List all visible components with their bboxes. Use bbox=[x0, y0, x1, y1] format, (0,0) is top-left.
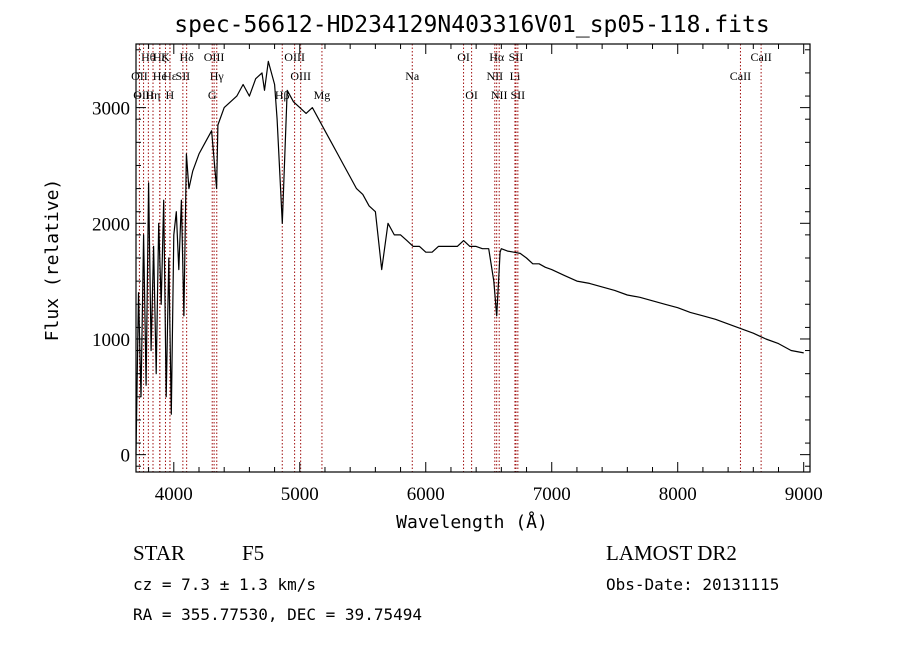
line-marker-label: Hβ bbox=[275, 88, 290, 102]
line-marker-label: SII bbox=[511, 88, 526, 102]
line-marker-label: Na bbox=[405, 69, 420, 83]
line-marker-label: Mg bbox=[314, 88, 331, 102]
y-tick-label: 1000 bbox=[92, 330, 130, 351]
line-marker-label: Hη bbox=[146, 88, 161, 102]
line-marker-label: OIII bbox=[284, 50, 305, 64]
line-marker-label: CaII bbox=[730, 69, 751, 83]
spectrum-line-0 bbox=[135, 60, 804, 455]
line-marker-label: SII bbox=[509, 50, 524, 64]
line-marker-label: OIII bbox=[290, 69, 311, 83]
plot-frame bbox=[135, 43, 811, 473]
line-marker-label: CaII bbox=[750, 50, 771, 64]
spectrum-series bbox=[135, 60, 804, 455]
obs-date-label: Obs-Date: 20131115 bbox=[606, 575, 779, 594]
y-tick-label: 3000 bbox=[92, 99, 130, 120]
line-marker-label: He bbox=[153, 69, 167, 83]
line-marker-label: SII bbox=[176, 69, 191, 83]
y-axis-label: Flux (relative) bbox=[42, 179, 63, 342]
line-marker-label: Hθ bbox=[141, 50, 156, 64]
line-marker-label: OI bbox=[457, 50, 470, 64]
line-marker-label: K bbox=[161, 50, 170, 64]
line-marker-label: Li bbox=[510, 69, 521, 83]
survey-label: LAMOST DR2 bbox=[606, 541, 737, 565]
line-marker-label: Hδ bbox=[179, 50, 194, 64]
line-marker-label: OI bbox=[465, 88, 478, 102]
line-marker-label: NII bbox=[486, 69, 503, 83]
line-marker-label: Hγ bbox=[210, 69, 225, 83]
y-tick-label: 0 bbox=[121, 446, 131, 467]
x-tick-label: 6000 bbox=[407, 484, 445, 505]
coordinates-label: RA = 355.77530, DEC = 39.75494 bbox=[133, 605, 422, 624]
line-marker-label: OIII bbox=[204, 50, 225, 64]
redshift-label: cz = 7.3 ± 1.3 km/s bbox=[133, 575, 316, 594]
x-tick-label: 5000 bbox=[281, 484, 319, 505]
line-marker-label: OIII bbox=[133, 88, 154, 102]
x-axis-label: Wavelength (Å) bbox=[396, 511, 548, 533]
line-marker-label: Hζ bbox=[153, 50, 167, 64]
chart-title: spec-56612-HD234129N403316V01_sp05-118.f… bbox=[174, 12, 769, 38]
x-tick-label: 7000 bbox=[533, 484, 571, 505]
object-class: STAR bbox=[133, 541, 185, 565]
axes: 4000 5000 6000 7000 8000 9000 0 1000 2000 3000 bbox=[92, 43, 823, 505]
x-tick-label: 9000 bbox=[785, 484, 823, 505]
line-marker-label: H bbox=[166, 88, 175, 102]
line-marker-label: OII bbox=[131, 69, 148, 83]
x-tick-label: 8000 bbox=[659, 484, 697, 505]
line-marker-label: NII bbox=[491, 88, 508, 102]
y-tick-label: 2000 bbox=[92, 214, 130, 235]
object-subclass: F5 bbox=[242, 541, 264, 565]
line-marker-label: G bbox=[208, 88, 217, 102]
x-tick-label: 4000 bbox=[155, 484, 193, 505]
line-marker-label: Hα bbox=[489, 50, 505, 64]
